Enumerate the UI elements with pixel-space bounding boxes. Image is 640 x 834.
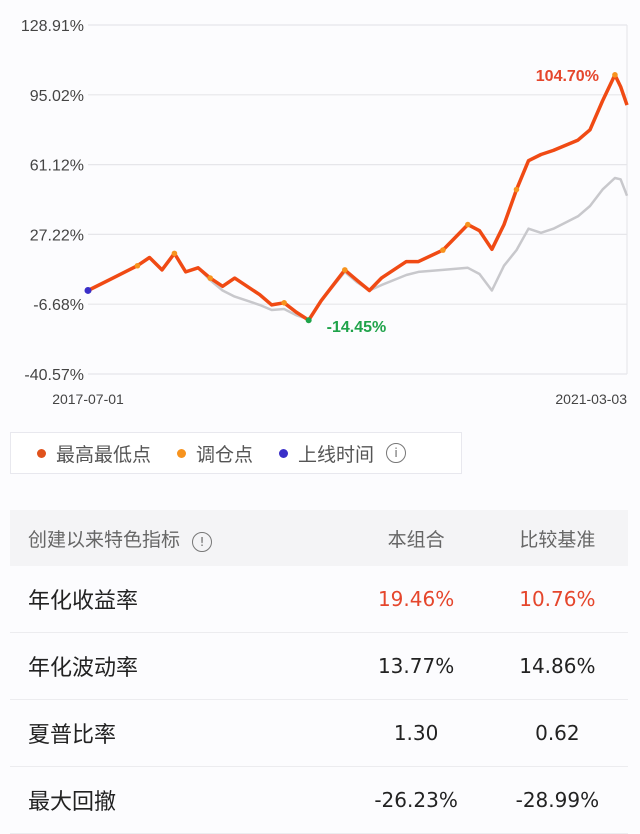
rebalance-point [281, 300, 287, 306]
rebalance-point [342, 267, 348, 273]
benchmark-line [87, 176, 629, 321]
table-header: 创建以来特色指标! 本组合 比较基准 [10, 510, 628, 566]
metric-name: 年化波动率 [10, 632, 346, 700]
metric-name: 夏普比率 [10, 699, 346, 767]
min-point [305, 317, 312, 324]
min-label: -14.45% [327, 319, 387, 336]
rebalance-point [612, 72, 618, 78]
metric-name: 年化收益率 [10, 566, 346, 633]
table-row: 年化收益率 19.46% 10.76% [10, 566, 628, 633]
metrics-table: 创建以来特色指标! 本组合 比较基准 年化收益率 19.46% 10.76% 年化波… [10, 510, 628, 834]
table-row: 年化波动率 13.77% 14.86% [10, 632, 628, 700]
y-tick-label: -6.68% [33, 297, 84, 314]
rebalance-point [465, 221, 471, 228]
header-portfolio: 本组合 [345, 510, 487, 566]
y-tick-label: 61.12% [30, 158, 84, 175]
legend-label: 上线时间 [298, 443, 375, 466]
legend-dot [37, 448, 46, 458]
y-tick-label: 27.22% [30, 227, 84, 244]
return-chart: 128.91% 95.02% 61.12% 27.22% -6.68% -40.57% 20… [21, 18, 629, 407]
table-row: 夏普比率 1.30 0.62 [10, 699, 628, 767]
benchmark-value: 0.62 [486, 699, 628, 767]
portfolio-value: 13.77% [345, 632, 487, 700]
x-tick-label: 2017-07-01 [52, 391, 124, 407]
metric-name: 最大回撤 [10, 766, 346, 834]
y-tick-label: -40.57% [24, 367, 84, 384]
max-label: 104.70% [536, 68, 599, 85]
legend-dot [279, 448, 289, 458]
rebalance-point [440, 247, 446, 253]
info-icon[interactable]: ! [192, 531, 213, 552]
rebalance-point [513, 186, 520, 193]
benchmark-value: 10.76% [486, 566, 628, 633]
portfolio-value: 1.30 [345, 699, 487, 767]
rebalance-point [134, 262, 141, 269]
legend-label: 调仓点 [196, 443, 254, 466]
y-tick-label: 95.02% [30, 88, 84, 105]
rebalance-point [171, 250, 178, 257]
benchmark-value: -28.99% [486, 766, 628, 834]
rebalance-point [207, 275, 213, 281]
portfolio-value: 19.46% [345, 566, 487, 633]
benchmark-value: 14.86% [486, 632, 628, 700]
legend-item-launch[interactable]: 上线时间 i [279, 440, 407, 467]
legend-item-extreme[interactable]: 最高最低点 [37, 440, 151, 467]
table-row: 最大回撤 -26.23% -28.99% [10, 766, 628, 834]
header-metric: 创建以来特色指标! [10, 510, 346, 566]
y-tick-label: 128.91% [21, 18, 84, 35]
info-icon[interactable]: i [386, 443, 407, 463]
legend-label: 最高最低点 [56, 443, 152, 466]
header-benchmark: 比较基准 [486, 510, 628, 566]
chart-legend: 最高最低点 调仓点 上线时间 i [10, 432, 462, 474]
portfolio-value: -26.23% [345, 766, 487, 834]
portfolio-line [87, 73, 629, 322]
launch-point [84, 286, 92, 294]
legend-dot [177, 448, 187, 458]
legend-item-rebalance[interactable]: 调仓点 [177, 440, 253, 467]
x-tick-label: 2021-03-03 [555, 391, 627, 407]
